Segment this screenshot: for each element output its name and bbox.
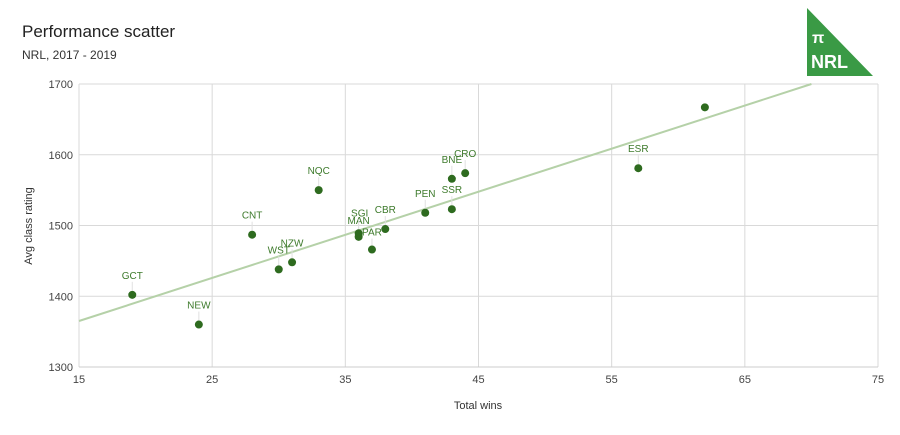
- point-marker[interactable]: [128, 290, 137, 299]
- nrl-logo: π NRL: [807, 8, 873, 76]
- y-tick-label: 1700: [49, 79, 73, 91]
- point-marker[interactable]: [461, 169, 470, 178]
- point-marker[interactable]: [447, 174, 456, 183]
- point-marker[interactable]: [634, 164, 643, 173]
- point-marker[interactable]: [367, 245, 376, 254]
- y-tick-label: 1600: [49, 150, 73, 162]
- point-label: CNT: [242, 211, 263, 222]
- data-point[interactable]: NEW: [187, 301, 211, 329]
- y-axis-title: Avg class rating: [23, 187, 35, 264]
- data-point[interactable]: SSR: [442, 185, 463, 214]
- point-label: SSR: [442, 185, 463, 196]
- point-label: NEW: [187, 301, 211, 312]
- trendline-line: [78, 83, 812, 322]
- data-point[interactable]: CBR: [375, 205, 396, 234]
- data-point[interactable]: PAR: [362, 228, 382, 254]
- point-marker[interactable]: [288, 258, 297, 267]
- point-label: NZW: [281, 238, 304, 249]
- point-marker[interactable]: [354, 229, 363, 238]
- logo-triangle-icon: [807, 8, 873, 76]
- y-tick-label: 1300: [49, 362, 73, 374]
- data-point[interactable]: [700, 103, 709, 112]
- data-point[interactable]: SGI: [351, 208, 368, 238]
- point-marker[interactable]: [447, 205, 456, 214]
- data-point[interactable]: ESR: [628, 144, 649, 173]
- data-point[interactable]: NQC: [308, 166, 330, 195]
- trendline: [78, 83, 812, 322]
- data-point[interactable]: NZW: [281, 238, 304, 267]
- data-point[interactable]: CNT: [242, 211, 263, 239]
- point-marker[interactable]: [421, 208, 430, 217]
- point-marker[interactable]: [381, 225, 390, 234]
- x-tick-label: 15: [73, 374, 85, 386]
- x-axis-title: Total wins: [454, 400, 503, 412]
- x-tick-label: 35: [339, 374, 351, 386]
- grid-lines: [78, 83, 879, 368]
- y-tick-label: 1500: [49, 221, 73, 233]
- point-label: CBR: [375, 205, 396, 216]
- point-marker[interactable]: [314, 186, 323, 195]
- point-marker[interactable]: [274, 265, 283, 274]
- logo-symbol: π: [812, 30, 824, 47]
- point-label: ESR: [628, 144, 649, 155]
- point-label: BNE: [442, 155, 463, 166]
- data-point[interactable]: WST: [268, 245, 290, 274]
- point-label: PAR: [362, 228, 382, 239]
- point-marker[interactable]: [700, 103, 709, 112]
- axis-ticks: 15 25 35 45 55 65 75 1300 1400 1500 1600 1700: [49, 79, 885, 386]
- point-label: NQC: [308, 166, 330, 177]
- data-point[interactable]: PEN: [415, 189, 436, 217]
- y-tick-label: 1400: [49, 291, 73, 303]
- x-tick-label: 75: [872, 374, 884, 386]
- x-tick-label: 25: [206, 374, 218, 386]
- point-marker[interactable]: [194, 320, 203, 329]
- data-point[interactable]: CRO: [454, 149, 477, 178]
- chart-subtitle: NRL, 2017 - 2019: [22, 48, 117, 62]
- data-point[interactable]: BNE: [442, 155, 463, 183]
- point-label: CRO: [454, 149, 476, 160]
- point-label: WST: [268, 245, 290, 256]
- x-tick-label: 65: [739, 374, 751, 386]
- x-tick-label: 55: [606, 374, 618, 386]
- point-label: GCT: [122, 271, 143, 282]
- chart-title: Performance scatter: [22, 22, 176, 41]
- logo-text: NRL: [811, 52, 848, 72]
- data-point[interactable]: GCT: [122, 271, 143, 299]
- point-label: SGI: [351, 208, 368, 219]
- point-marker[interactable]: [248, 230, 257, 239]
- point-label: PEN: [415, 189, 436, 200]
- x-tick-label: 45: [472, 374, 484, 386]
